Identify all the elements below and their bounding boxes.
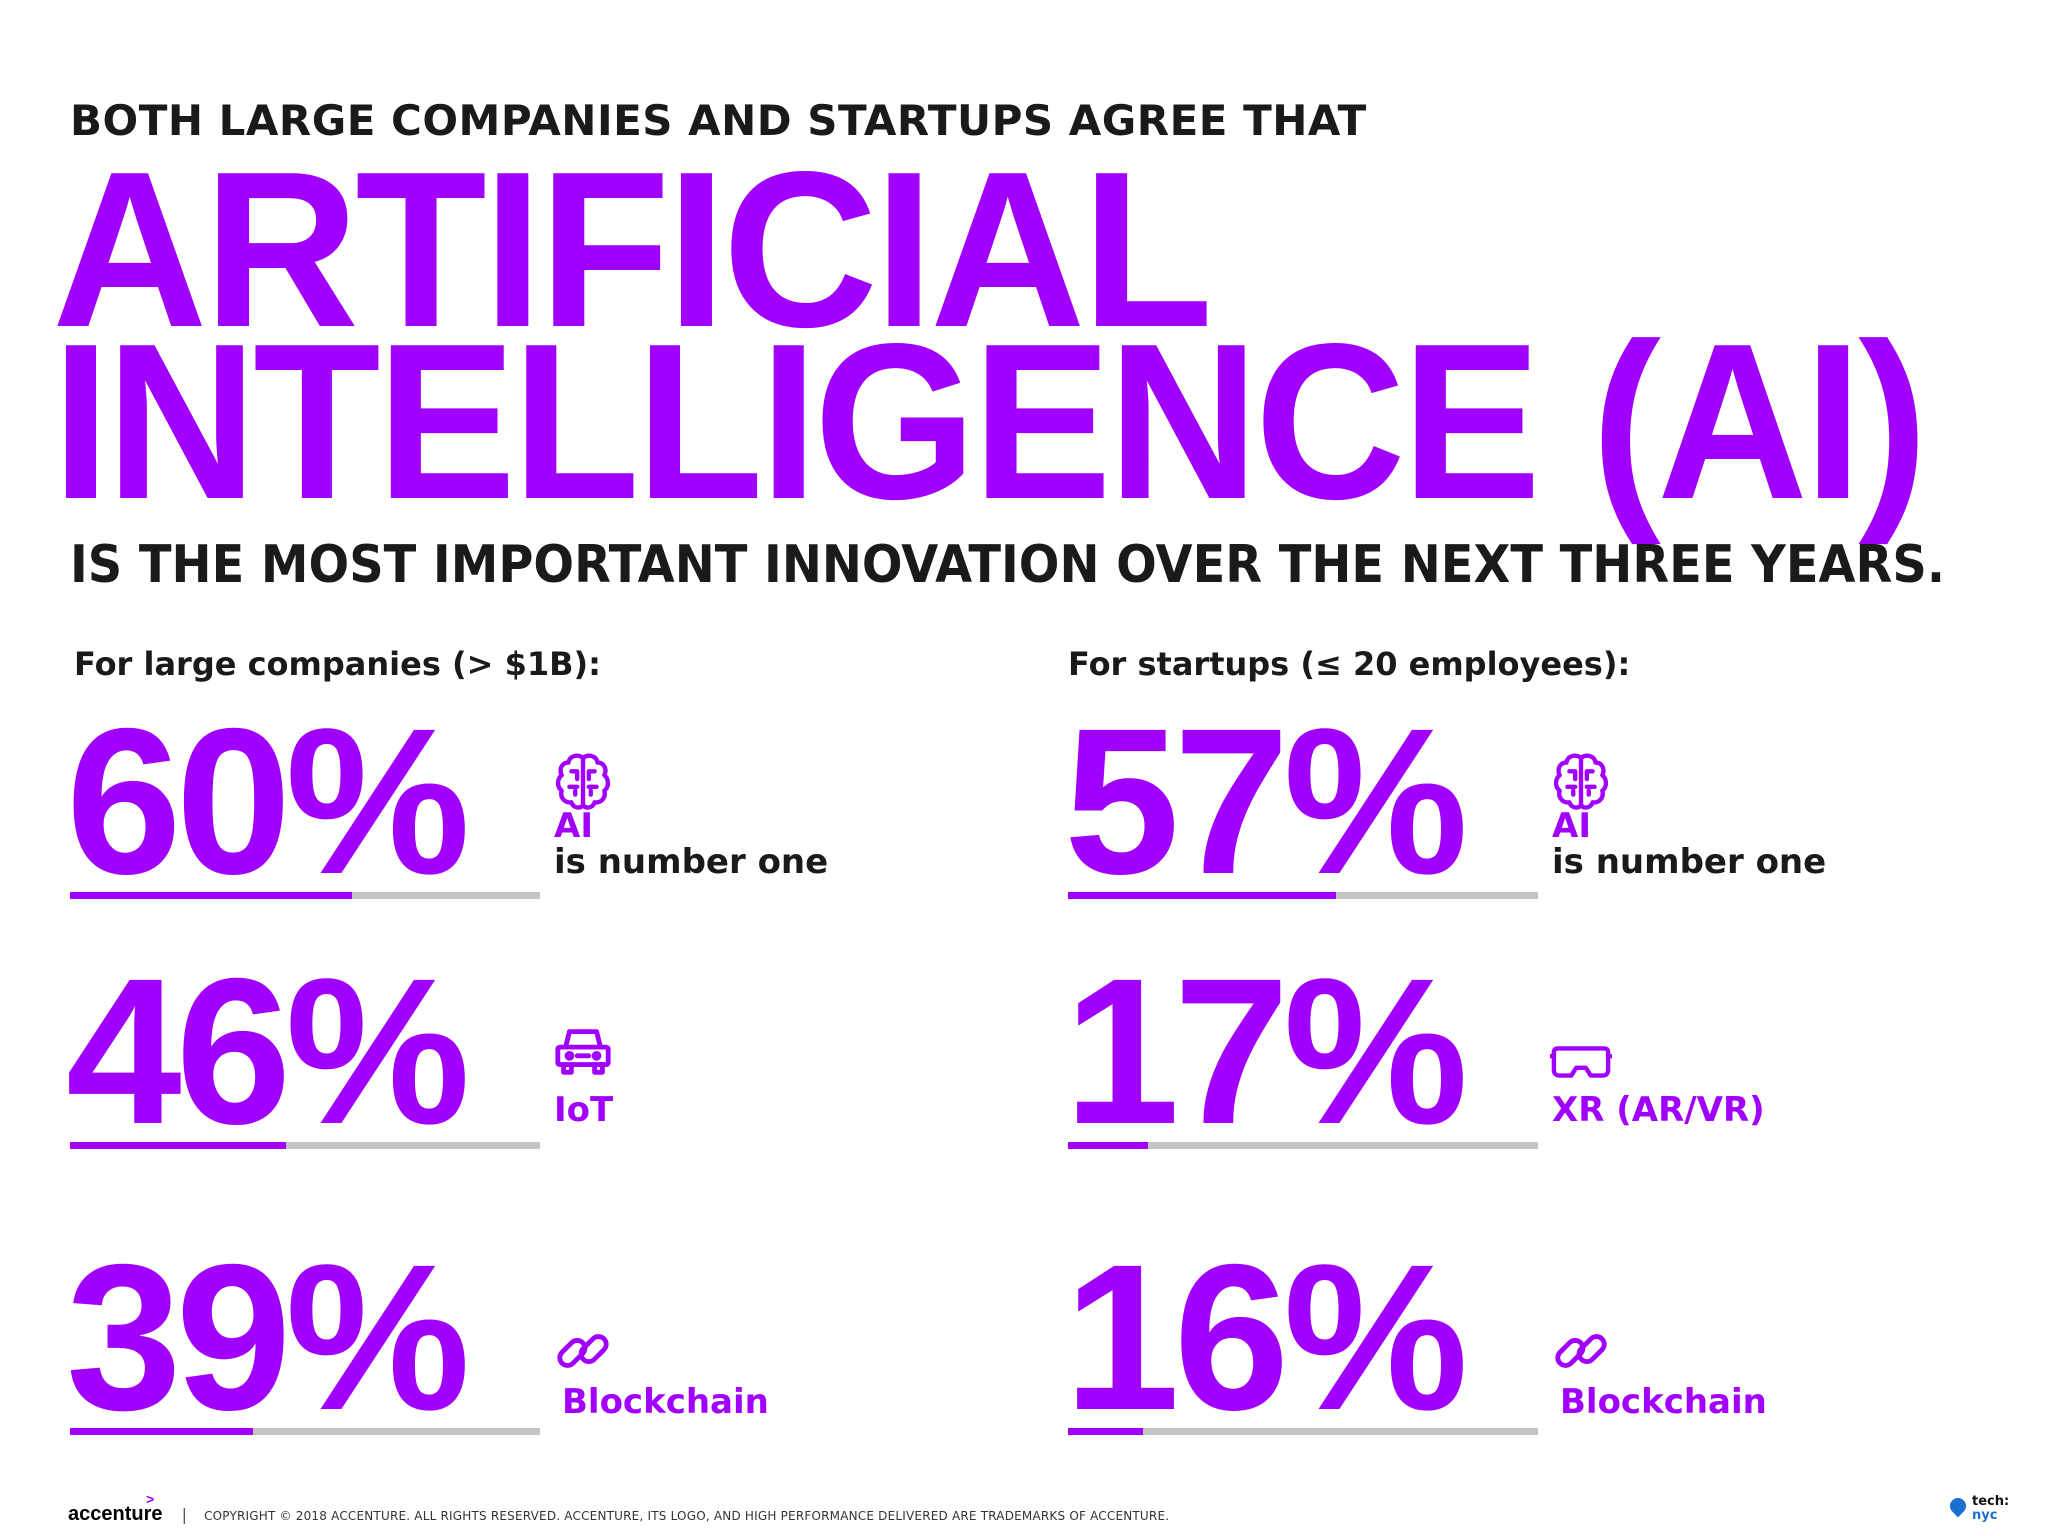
brain-icon [1550, 750, 1612, 812]
chain-link-icon [552, 1320, 614, 1382]
partner-line-2: nyc [1972, 1508, 1998, 1523]
progress-track [1068, 1142, 1538, 1149]
stat-label-group: AI is number one [1552, 808, 1826, 880]
large-stat-blockchain: 39% Blockchain [66, 1234, 1020, 1458]
progress-fill [70, 1142, 287, 1149]
car-icon [552, 1020, 614, 1082]
stat-value: 57% [1064, 686, 1468, 918]
progress-fill [1068, 1142, 1148, 1149]
stat-value: 39% [66, 1222, 470, 1454]
startup-stat-ai: 57% AI is number one [1064, 698, 2018, 922]
progress-track [1068, 1428, 1538, 1435]
stat-label: Blockchain [1560, 1382, 1767, 1422]
stat-label: AI [554, 806, 593, 846]
progress-track [70, 892, 540, 899]
progress-fill [70, 1428, 254, 1435]
headline-line-2: INTELLIGENCE (AI) [52, 298, 1928, 546]
drop-icon [1946, 1494, 1970, 1518]
stat-sublabel: is number one [1552, 842, 1827, 882]
stat-value: 16% [1064, 1222, 1468, 1454]
headline-line-1: ARTIFICIAL [52, 126, 1213, 374]
stat-label-group: XR (AR/VR) [1552, 1092, 1765, 1128]
copyright-text: COPYRIGHT © 2018 ACCENTURE. ALL RIGHTS R… [204, 1509, 1170, 1523]
progress-track [70, 1428, 540, 1435]
startup-stat-blockchain: 16% Blockchain [1064, 1234, 2018, 1458]
large-stat-ai: 60% AI is number one [66, 698, 1020, 922]
stat-label-group: IoT [554, 1092, 613, 1128]
subhead-text: IS THE MOST IMPORTANT INNOVATION OVER TH… [70, 535, 1945, 595]
accenture-logo: accenture > [68, 1491, 163, 1525]
stat-label: XR (AR/VR) [1552, 1090, 1765, 1130]
stat-sublabel: is number one [554, 842, 829, 882]
stat-value: 60% [66, 686, 470, 918]
stat-value: 17% [1064, 936, 1468, 1168]
stat-label: AI [1552, 806, 1591, 846]
progress-track [70, 1142, 540, 1149]
startups-heading: For startups (≤ 20 employees): [1068, 645, 1631, 683]
logo-wordmark: accenture [68, 1503, 163, 1525]
startup-stat-xr: 17% XR (AR/VR) [1064, 948, 2018, 1172]
progress-fill [1068, 1428, 1144, 1435]
progress-fill [70, 892, 352, 899]
vr-headset-icon [1550, 1042, 1612, 1104]
stat-label: Blockchain [562, 1382, 769, 1422]
partner-line-1: tech: [1972, 1494, 2010, 1509]
chain-link-icon [1550, 1320, 1612, 1382]
kicker-text: BOTH LARGE COMPANIES AND STARTUPS AGREE … [70, 96, 1367, 145]
stat-label-group: Blockchain [1560, 1384, 1767, 1420]
progress-fill [1068, 892, 1336, 899]
chevron-right-icon: > [146, 1491, 155, 1507]
footer: accenture > | COPYRIGHT © 2018 ACCENTURE.… [68, 1491, 1170, 1526]
large-stat-iot: 46% IoT [66, 948, 1020, 1172]
large-companies-heading: For large companies (> $1B): [74, 645, 601, 683]
stat-label-group: AI is number one [554, 808, 828, 880]
stat-label-group: Blockchain [562, 1384, 769, 1420]
stat-label: IoT [554, 1090, 614, 1130]
footer-separator: | [181, 1505, 187, 1524]
stat-value: 46% [66, 936, 470, 1168]
progress-track [1068, 892, 1538, 899]
brain-icon [552, 750, 614, 812]
tech-nyc-logo: tech: nyc [1946, 1494, 2020, 1530]
